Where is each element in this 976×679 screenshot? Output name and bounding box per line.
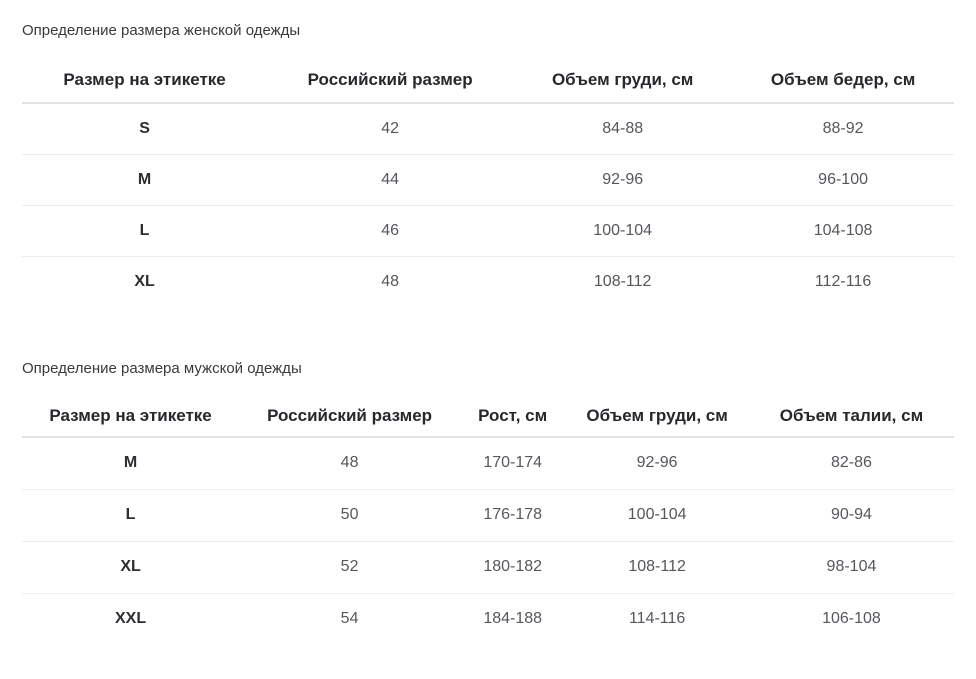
- size-label-cell: XL: [22, 540, 240, 593]
- cell-chest: 108-112: [513, 255, 733, 307]
- cell-russian-size: 48: [267, 255, 514, 307]
- women-size-section: Определение размера женской одежды Разме…: [22, 23, 954, 307]
- women-size-table: Размер на этикетке Российский размер Объ…: [22, 57, 954, 307]
- women-table-header-row: Размер на этикетке Российский размер Объ…: [22, 57, 954, 104]
- cell-russian-size: 52: [239, 540, 461, 593]
- cell-height: 180-182: [460, 540, 566, 593]
- cell-russian-size: 46: [267, 204, 514, 256]
- cell-height: 170-174: [483, 454, 543, 472]
- size-label-cell: M: [123, 454, 138, 472]
- table-row: XXL 54 184-188 114-116 106-108: [22, 592, 954, 645]
- cell-chest: 92-96: [636, 454, 678, 472]
- column-header-chest: Объем груди, см: [513, 57, 733, 104]
- cell-russian-size: 54: [239, 592, 461, 645]
- table-row: S 42 84-88 88-92: [22, 103, 954, 154]
- table-row: L 46 100-104 104-108: [22, 204, 954, 256]
- cell-waist: 106-108: [748, 592, 954, 645]
- table-row: XL 48 108-112 112-116: [22, 255, 954, 307]
- column-header-waist: Объем талии, см: [748, 395, 954, 438]
- column-header-hips: Объем бедер, см: [732, 57, 954, 104]
- men-table-header-row: Размер на этикетке Российский размер Рос…: [22, 395, 954, 438]
- cell-hips: 88-92: [822, 119, 864, 137]
- size-label-cell: L: [22, 204, 268, 256]
- cell-hips: 96-100: [732, 153, 954, 205]
- table-row: XL 52 180-182 108-112 98-104: [22, 540, 954, 593]
- size-label-cell: XL: [22, 255, 268, 307]
- table-row: M 48 170-174 92-96 82-86: [22, 437, 954, 489]
- column-header-label-size: Размер на этикетке: [22, 57, 268, 104]
- cell-chest: 92-96: [513, 153, 733, 205]
- cell-height: 184-188: [460, 592, 566, 645]
- column-header-russian-size: Российский размер: [267, 57, 514, 104]
- cell-chest: 100-104: [513, 204, 733, 256]
- size-label-cell: S: [139, 119, 150, 137]
- cell-waist: 98-104: [748, 540, 954, 593]
- size-label-cell: XXL: [22, 592, 240, 645]
- cell-russian-size: 44: [267, 153, 514, 205]
- table-row: L 50 176-178 100-104 90-94: [22, 488, 954, 541]
- cell-chest: 84-88: [602, 119, 644, 137]
- table-row: M 44 92-96 96-100: [22, 153, 954, 205]
- cell-russian-size: 48: [340, 454, 359, 472]
- column-header-height: Рост, см: [460, 395, 566, 438]
- women-table-title: Определение размера женской одежды: [22, 22, 301, 39]
- size-label-cell: M: [22, 153, 268, 205]
- column-header-label-size: Размер на этикетке: [22, 395, 240, 438]
- cell-russian-size: 50: [239, 488, 461, 541]
- cell-hips: 104-108: [732, 204, 954, 256]
- cell-chest: 108-112: [565, 540, 749, 593]
- size-guide-page: Определение размера женской одежды Разме…: [22, 23, 954, 645]
- column-header-chest: Объем груди, см: [565, 395, 749, 438]
- column-header-russian-size: Российский размер: [239, 395, 461, 438]
- cell-height: 176-178: [460, 488, 566, 541]
- size-label-cell: L: [22, 488, 240, 541]
- cell-waist: 90-94: [748, 488, 954, 541]
- men-size-table: Размер на этикетке Российский размер Рос…: [22, 395, 954, 645]
- cell-russian-size: 42: [381, 119, 400, 137]
- cell-chest: 114-116: [565, 592, 749, 645]
- cell-hips: 112-116: [732, 255, 954, 307]
- cell-waist: 82-86: [831, 454, 872, 472]
- men-table-title: Определение размера мужской одежды: [22, 360, 302, 377]
- cell-chest: 100-104: [565, 488, 749, 541]
- men-size-section: Определение размера мужской одежды Разме…: [22, 361, 954, 645]
